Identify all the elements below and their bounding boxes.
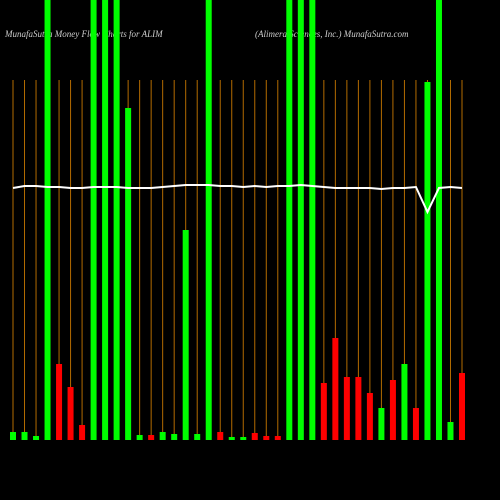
bar [309, 0, 316, 440]
bar [10, 432, 16, 440]
bar [90, 0, 97, 440]
bar [217, 432, 224, 440]
bar [240, 437, 247, 440]
bar [286, 0, 293, 440]
bar [297, 0, 304, 440]
bar [113, 0, 120, 440]
bar [67, 387, 74, 440]
bar [79, 425, 86, 440]
bar [182, 230, 189, 440]
bar [459, 373, 465, 440]
bar [320, 383, 327, 440]
bar [125, 108, 132, 440]
flow-line [12, 183, 463, 215]
bar [251, 433, 258, 440]
bar [332, 338, 339, 440]
bar [389, 380, 396, 440]
bar [56, 364, 63, 440]
bar [194, 434, 201, 440]
bar [102, 0, 109, 440]
bar [343, 377, 350, 440]
bar [424, 82, 431, 440]
bar [366, 393, 373, 440]
bar [205, 0, 212, 440]
bar [447, 422, 454, 440]
bar [171, 434, 178, 440]
bar [355, 377, 362, 440]
bar [435, 0, 442, 440]
chart-subtitle: (Alimera Sciences, Inc.) MunafaSutra.com [255, 29, 409, 39]
bar [378, 408, 385, 440]
bar [159, 432, 166, 440]
bar [401, 364, 408, 440]
bar [21, 432, 28, 440]
bar [136, 435, 143, 440]
bar [148, 435, 155, 440]
chart-title: MunafaSutra Money Flow Charts for ALIM [4, 29, 163, 39]
bar [274, 436, 281, 440]
bar [33, 436, 40, 440]
bar [412, 408, 419, 440]
bar [44, 0, 51, 440]
bar [263, 436, 270, 440]
bar [228, 437, 235, 440]
